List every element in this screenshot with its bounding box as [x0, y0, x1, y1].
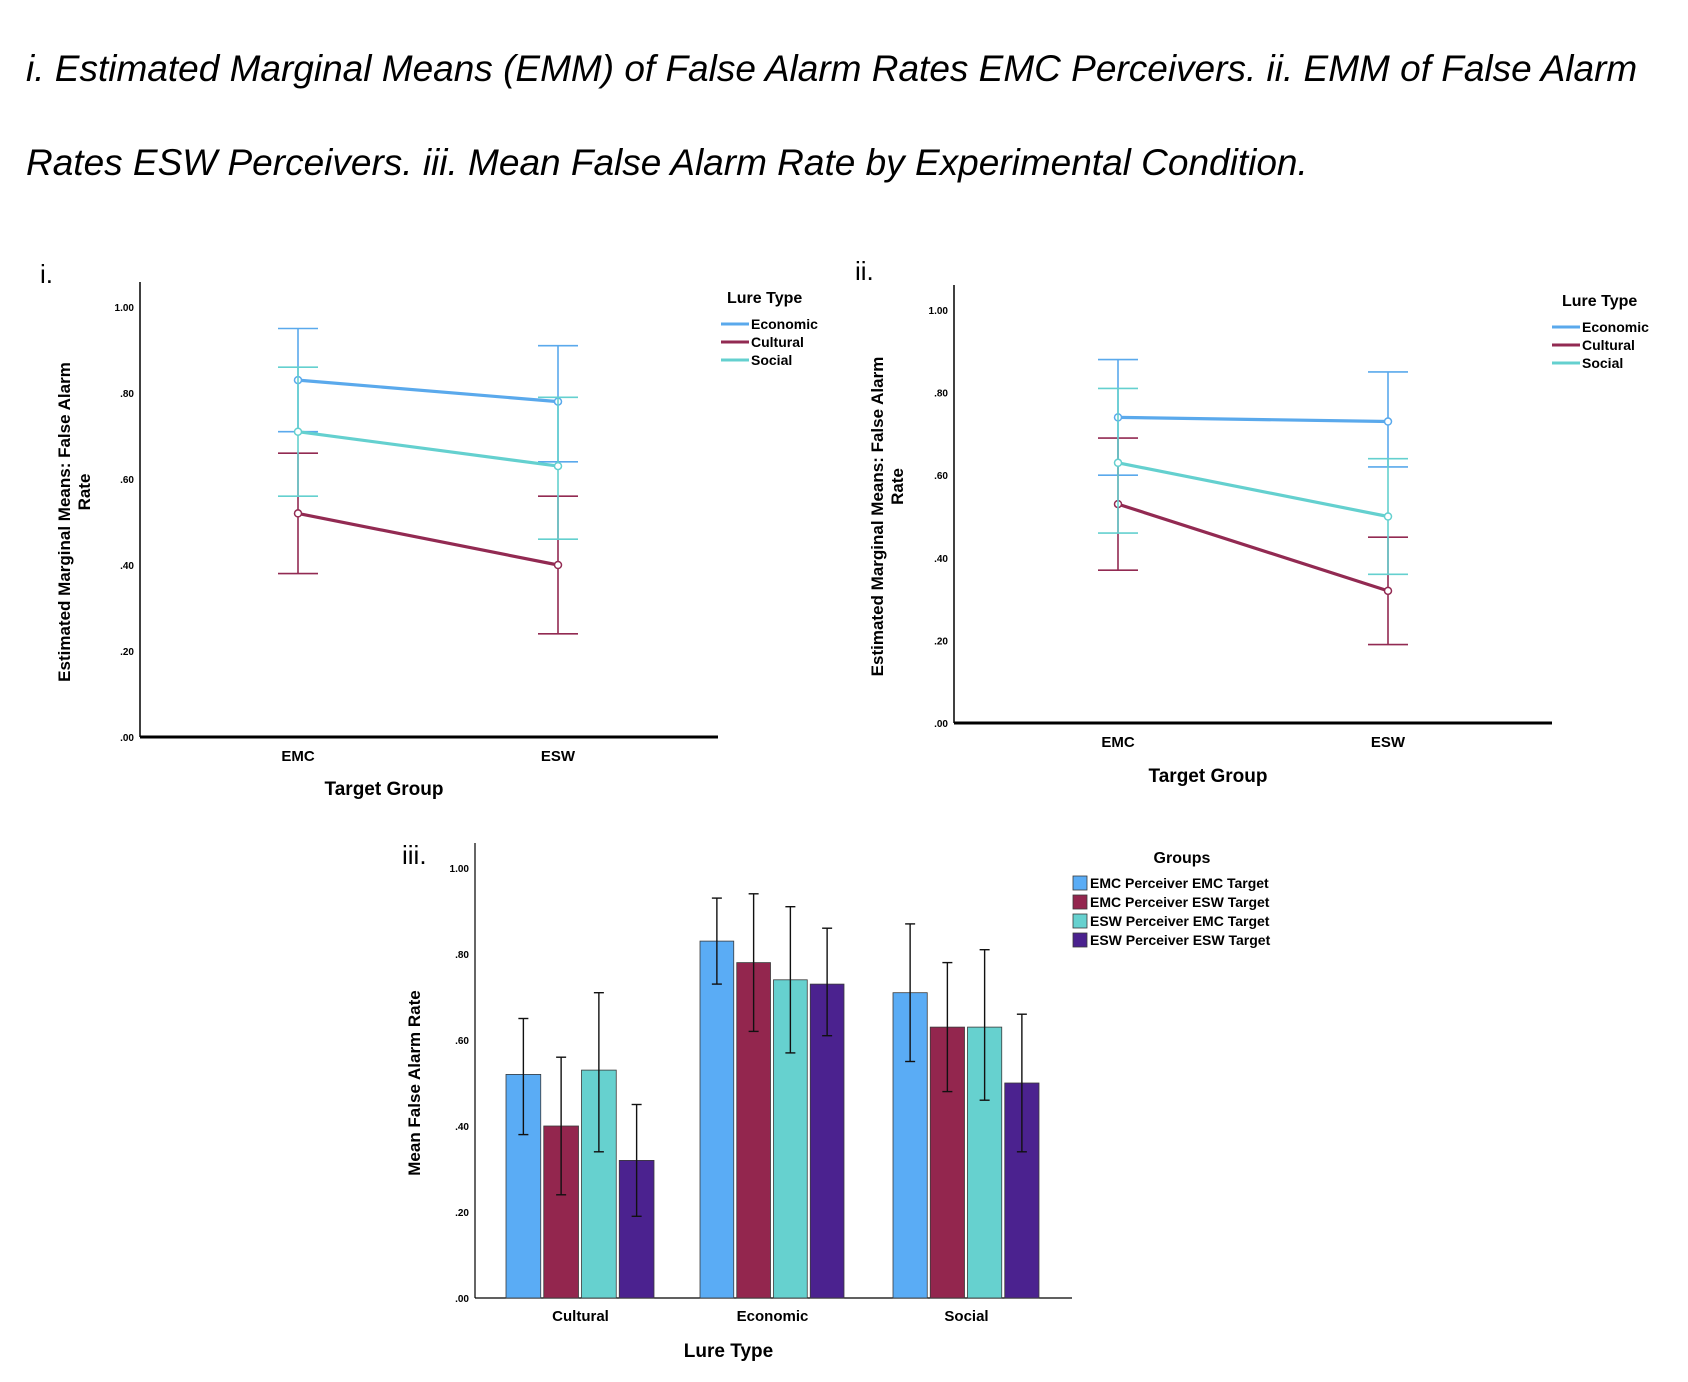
y-tick-label: .20 [934, 636, 948, 647]
y-tick-label: .00 [455, 1294, 469, 1305]
series-line [297, 378, 559, 404]
y-axis-title: Rate [888, 468, 907, 505]
series-social [278, 366, 578, 541]
x-axis-title: Lure Type [684, 1341, 773, 1362]
chart-3: iii. .00 .20 .40 .60 .80 1.00 Lure Type Mean Fal… [402, 840, 1271, 1362]
y-tick-label: .80 [455, 950, 469, 961]
y-tick-label: .60 [934, 471, 948, 482]
series-cultural [278, 452, 578, 635]
y-tick-label: .60 [120, 475, 134, 486]
legend-title: Lure Type [1562, 293, 1637, 310]
series-economic [1098, 358, 1408, 477]
legend: Lure Type Economic Cultural Social [721, 290, 818, 368]
series-line [297, 511, 559, 567]
data-point [1383, 586, 1393, 596]
chart-2: ii. .00 .20 .40 .60 .80 1.00 Target Group Estima… [855, 256, 1649, 787]
legend-swatch [1072, 894, 1088, 910]
series-line [1117, 461, 1389, 519]
panel-label: i. [40, 259, 53, 289]
legend-label: ESW Perceiver EMC Target [1090, 913, 1270, 929]
x-tick-label: EMC [1101, 734, 1135, 751]
x-tick-label: Economic [737, 1308, 809, 1325]
bar [809, 983, 845, 1299]
y-axis-title: Rate [75, 474, 94, 511]
bar [543, 1125, 579, 1299]
y-tick-label: 1.00 [450, 864, 470, 875]
y-tick-label: .40 [120, 561, 134, 572]
legend-swatch [1072, 932, 1088, 948]
bar [699, 940, 735, 1299]
legend-label: ESW Perceiver ESW Target [1090, 932, 1271, 948]
panel-label: iii. [402, 840, 427, 870]
legend-label: EMC Perceiver EMC Target [1090, 875, 1269, 891]
y-tick-label: .40 [934, 554, 948, 565]
y-tick-label: .00 [934, 719, 948, 730]
y-tick-label: .60 [455, 1036, 469, 1047]
data-point [293, 509, 303, 518]
legend-label: EMC Perceiver ESW Target [1090, 894, 1270, 910]
x-axis-title: Target Group [325, 779, 444, 800]
series-social [1098, 387, 1408, 576]
x-tick-label: EMC [281, 748, 315, 765]
y-axis-title: Estimated Marginal Means: False Alarm [868, 357, 887, 677]
data-point [1383, 512, 1393, 521]
series-line [1117, 415, 1389, 424]
data-point [1383, 417, 1393, 426]
series-line [1117, 502, 1389, 593]
legend-label: Cultural [1582, 337, 1635, 353]
panel-label: ii. [855, 256, 874, 286]
series-line [297, 430, 559, 468]
series-economic [278, 327, 578, 463]
y-tick-label: 1.00 [929, 306, 949, 317]
y-tick-label: 1.00 [115, 303, 135, 314]
y-axis-title: Mean False Alarm Rate [405, 990, 424, 1176]
legend: Lure Type Economic Cultural Social [1552, 293, 1649, 371]
x-tick-label: ESW [541, 748, 576, 765]
data-point [553, 461, 563, 471]
legend-swatch [1072, 913, 1088, 929]
y-tick-label: .00 [120, 733, 134, 744]
legend-title: Groups [1154, 850, 1211, 867]
y-tick-label: .20 [455, 1208, 469, 1219]
legend-label: Social [1582, 355, 1623, 371]
figure-caption: i. Estimated Marginal Means (EMM) of Fal… [26, 48, 1638, 183]
x-tick-label: ESW [1371, 734, 1406, 751]
y-tick-label: .80 [934, 389, 948, 400]
legend-swatch [1072, 875, 1088, 891]
y-axis-title: Estimated Marginal Means: False Alarm [55, 362, 74, 682]
legend: Groups EMC Perceiver EMC Target EMC Percei… [1072, 850, 1271, 948]
legend-label: Economic [751, 316, 818, 332]
data-point [293, 427, 303, 436]
data-point [1113, 458, 1123, 468]
legend-title: Lure Type [727, 290, 802, 307]
chart-1: i. .00 .20 .40 .60 .80 1.00 Target Group Estimat… [40, 259, 818, 800]
y-tick-label: .40 [455, 1122, 469, 1133]
y-tick-label: .80 [120, 389, 134, 400]
y-tick-label: .20 [120, 647, 134, 658]
x-tick-label: Cultural [552, 1308, 609, 1325]
legend-label: Cultural [751, 334, 804, 350]
x-tick-label: Social [944, 1308, 988, 1325]
x-axis-title: Target Group [1149, 766, 1268, 787]
data-point [553, 560, 563, 570]
legend-label: Social [751, 352, 792, 368]
legend-label: Economic [1582, 319, 1649, 335]
